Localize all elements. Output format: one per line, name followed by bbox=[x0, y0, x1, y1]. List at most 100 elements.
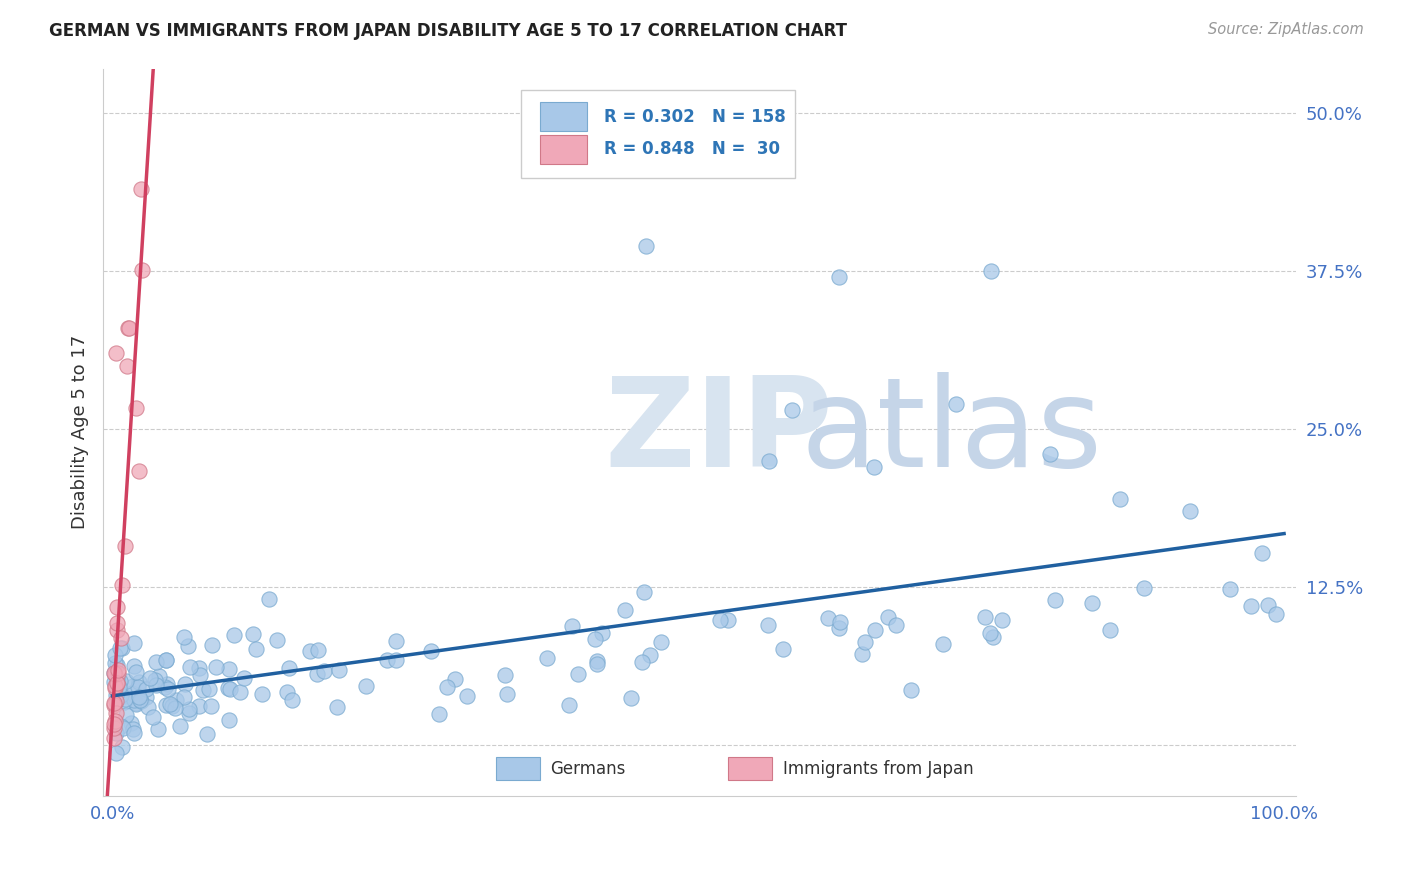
Point bbox=[613, 603, 636, 617]
Point bbox=[110, 719, 132, 733]
Point bbox=[111, 640, 134, 655]
Point bbox=[758, 617, 780, 632]
Point bbox=[197, 727, 219, 741]
Point bbox=[111, 739, 134, 754]
Text: Germans: Germans bbox=[550, 760, 626, 778]
Point bbox=[876, 610, 898, 624]
Point bbox=[135, 690, 157, 704]
Text: ZIP: ZIP bbox=[605, 372, 832, 492]
Point bbox=[169, 719, 191, 733]
Point bbox=[1039, 447, 1062, 461]
Point bbox=[112, 690, 135, 704]
Point bbox=[863, 459, 886, 474]
Point bbox=[159, 697, 181, 711]
Point bbox=[884, 617, 907, 632]
Point bbox=[114, 539, 136, 553]
Point bbox=[110, 631, 132, 645]
Y-axis label: Disability Age 5 to 17: Disability Age 5 to 17 bbox=[72, 335, 89, 529]
Point bbox=[131, 694, 153, 708]
Point bbox=[179, 702, 201, 716]
Point bbox=[110, 688, 132, 702]
Point bbox=[385, 634, 408, 648]
Point bbox=[561, 619, 583, 633]
Point bbox=[145, 678, 167, 692]
Point bbox=[1251, 546, 1274, 560]
Point bbox=[280, 692, 302, 706]
Point bbox=[129, 182, 152, 196]
Point bbox=[128, 674, 150, 689]
Point bbox=[153, 680, 176, 694]
Point bbox=[118, 320, 141, 334]
Point bbox=[117, 320, 139, 334]
Point bbox=[105, 623, 128, 637]
Point bbox=[1099, 623, 1122, 637]
Point bbox=[128, 690, 150, 704]
Point bbox=[356, 679, 378, 693]
Point bbox=[177, 706, 200, 720]
Point bbox=[307, 667, 329, 681]
Point bbox=[585, 657, 607, 671]
Point bbox=[148, 723, 170, 737]
Point bbox=[981, 630, 1004, 644]
Text: GERMAN VS IMMIGRANTS FROM JAPAN DISABILITY AGE 5 TO 17 CORRELATION CHART: GERMAN VS IMMIGRANTS FROM JAPAN DISABILI… bbox=[49, 22, 848, 40]
Point bbox=[160, 699, 183, 714]
Point bbox=[583, 632, 606, 647]
Point bbox=[980, 264, 1002, 278]
Point bbox=[218, 663, 240, 677]
Point bbox=[128, 464, 150, 478]
Point bbox=[173, 690, 195, 705]
Text: R = 0.302   N = 158: R = 0.302 N = 158 bbox=[605, 108, 786, 126]
Point bbox=[105, 616, 128, 631]
Point bbox=[108, 673, 131, 688]
Point bbox=[851, 647, 873, 661]
Point bbox=[121, 723, 143, 737]
Point bbox=[974, 610, 997, 624]
Point bbox=[187, 661, 209, 675]
Point bbox=[1133, 581, 1156, 595]
Point bbox=[111, 578, 134, 592]
Point bbox=[259, 591, 281, 606]
Point bbox=[155, 653, 177, 667]
Point bbox=[104, 681, 127, 695]
Point bbox=[224, 628, 246, 642]
Point bbox=[124, 401, 146, 416]
Point bbox=[124, 665, 146, 679]
Point bbox=[827, 621, 849, 635]
Point bbox=[108, 641, 131, 656]
Point bbox=[945, 397, 967, 411]
Point bbox=[120, 715, 142, 730]
Point bbox=[536, 651, 558, 665]
Point bbox=[266, 633, 288, 648]
Point bbox=[420, 643, 443, 657]
Point bbox=[205, 659, 228, 673]
Point bbox=[105, 747, 128, 761]
Point bbox=[104, 657, 127, 671]
Point bbox=[1257, 598, 1279, 612]
Point bbox=[124, 692, 146, 706]
Point bbox=[104, 714, 127, 728]
Point bbox=[229, 685, 252, 699]
Point bbox=[173, 630, 195, 644]
Point bbox=[1045, 593, 1067, 607]
Point bbox=[105, 346, 128, 360]
Point bbox=[780, 403, 803, 417]
Text: Source: ZipAtlas.com: Source: ZipAtlas.com bbox=[1208, 22, 1364, 37]
Point bbox=[105, 688, 128, 702]
Point bbox=[103, 666, 125, 681]
Point bbox=[328, 663, 350, 677]
FancyBboxPatch shape bbox=[520, 90, 794, 178]
Point bbox=[136, 700, 159, 714]
Point bbox=[991, 613, 1014, 627]
Point bbox=[326, 699, 349, 714]
Point bbox=[107, 663, 129, 677]
Point bbox=[103, 666, 125, 681]
Point bbox=[495, 688, 517, 702]
Point bbox=[107, 666, 129, 681]
Point bbox=[633, 585, 655, 599]
FancyBboxPatch shape bbox=[728, 757, 772, 780]
Point bbox=[103, 696, 125, 710]
Point bbox=[277, 661, 299, 675]
Point bbox=[630, 655, 652, 669]
Point bbox=[105, 694, 128, 708]
Point bbox=[105, 672, 128, 686]
